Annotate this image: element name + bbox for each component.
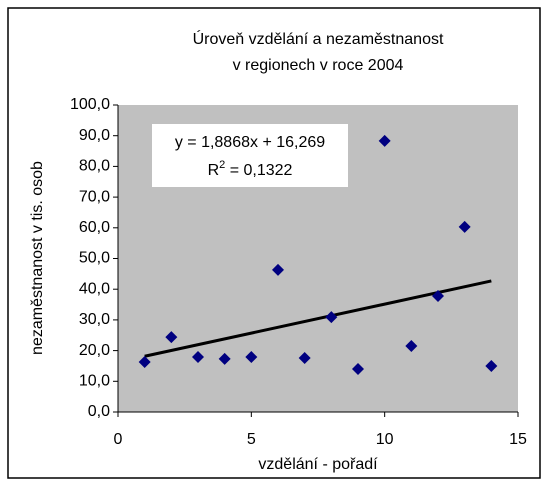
y-tick-label: 80,0 bbox=[79, 158, 110, 175]
x-tick-label: 15 bbox=[509, 431, 527, 448]
r-squared: R2 = 0,1322 bbox=[208, 159, 293, 179]
point bbox=[218, 352, 231, 365]
y-axis-label: nezaměstnanost v tis. osob bbox=[29, 161, 46, 355]
point bbox=[165, 331, 178, 344]
chart-title: Úroveň vzdělání a nezaměstnanost bbox=[193, 29, 444, 48]
x-tick-label: 10 bbox=[376, 431, 394, 448]
r-squared-sup: 2 bbox=[219, 159, 225, 171]
y-tick-label: 40,0 bbox=[79, 280, 110, 297]
equation-box bbox=[152, 124, 348, 187]
y-tick-label: 30,0 bbox=[79, 311, 110, 328]
y-tick-label: 0,0 bbox=[88, 403, 110, 420]
point bbox=[298, 351, 311, 364]
point bbox=[432, 289, 444, 302]
y-tick-label: 20,0 bbox=[79, 342, 110, 359]
trendline bbox=[144, 279, 492, 358]
r-squared-R: R bbox=[208, 162, 220, 179]
point bbox=[138, 355, 151, 368]
point bbox=[378, 134, 391, 147]
y-tick-label: 50,0 bbox=[79, 250, 110, 267]
y-tick-label: 100,0 bbox=[70, 96, 110, 113]
x-axis-label: vzdělání - pořadí bbox=[258, 456, 378, 473]
point bbox=[192, 351, 204, 364]
y-tick-label: 70,0 bbox=[79, 188, 110, 205]
point bbox=[245, 351, 258, 364]
point bbox=[458, 220, 471, 233]
point bbox=[485, 359, 498, 372]
point bbox=[352, 363, 364, 376]
point bbox=[325, 311, 338, 324]
y-tick-label: 60,0 bbox=[79, 219, 110, 236]
r-squared-rest: = 0,1322 bbox=[225, 162, 292, 179]
point bbox=[272, 263, 284, 276]
point bbox=[405, 339, 418, 352]
y-tick-label: 10,0 bbox=[79, 373, 110, 390]
chart-title: v regionech v roce 2004 bbox=[233, 57, 404, 74]
equation: y = 1,8868x + 16,269 bbox=[175, 134, 325, 151]
x-tick-label: 5 bbox=[247, 431, 256, 448]
x-tick-label: 0 bbox=[114, 431, 123, 448]
y-tick-label: 90,0 bbox=[79, 127, 110, 144]
